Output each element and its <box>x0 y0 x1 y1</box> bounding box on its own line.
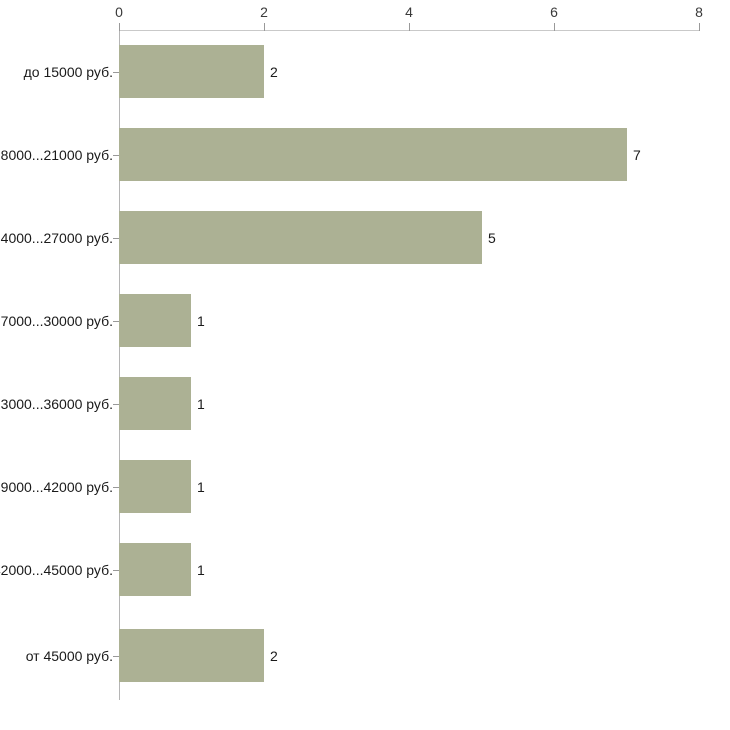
bar-value-5: 1 <box>191 479 205 495</box>
bar-row-2: 24000...27000 руб. 5 <box>119 196 700 279</box>
bar-row-7: от 45000 руб. 2 <box>119 611 700 700</box>
bar-2[interactable] <box>119 211 482 264</box>
x-tick-label-3: 6 <box>550 4 558 20</box>
category-label-4: 33000...36000 руб. <box>0 396 119 412</box>
bar-row-3: 27000...30000 руб. 1 <box>119 279 700 362</box>
x-tick-label-2: 4 <box>405 4 413 20</box>
bar-7[interactable] <box>119 629 264 682</box>
category-label-5: 39000...42000 руб. <box>0 479 119 495</box>
bar-value-0: 2 <box>264 64 278 80</box>
bar-4[interactable] <box>119 377 191 430</box>
category-label-7: от 45000 руб. <box>26 648 119 664</box>
category-label-1: 18000...21000 руб. <box>0 147 119 163</box>
bar-row-1: 18000...21000 руб. 7 <box>119 113 700 196</box>
x-tick-label-0: 0 <box>115 4 123 20</box>
bar-row-6: 42000...45000 руб. 1 <box>119 528 700 611</box>
bar-value-7: 2 <box>264 648 278 664</box>
bar-value-2: 5 <box>482 230 496 246</box>
bar-0[interactable] <box>119 45 264 98</box>
plot-area: 0 2 4 6 8 до 15000 руб. 2 18000...21000 … <box>119 30 700 700</box>
category-label-6: 42000...45000 руб. <box>0 562 119 578</box>
bar-5[interactable] <box>119 460 191 513</box>
category-label-0: до 15000 руб. <box>24 64 119 80</box>
bar-row-0: до 15000 руб. 2 <box>119 30 700 113</box>
bar-6[interactable] <box>119 543 191 596</box>
bar-row-5: 39000...42000 руб. 1 <box>119 445 700 528</box>
bar-3[interactable] <box>119 294 191 347</box>
bar-value-3: 1 <box>191 313 205 329</box>
bar-row-4: 33000...36000 руб. 1 <box>119 362 700 445</box>
bar-1[interactable] <box>119 128 627 181</box>
category-label-3: 27000...30000 руб. <box>0 313 119 329</box>
bar-chart-container: 0 2 4 6 8 до 15000 руб. 2 18000...21000 … <box>0 0 730 730</box>
category-label-2: 24000...27000 руб. <box>0 230 119 246</box>
x-tick-label-1: 2 <box>260 4 268 20</box>
bar-value-4: 1 <box>191 396 205 412</box>
bar-value-1: 7 <box>627 147 641 163</box>
x-tick-label-4: 8 <box>695 4 703 20</box>
bar-value-6: 1 <box>191 562 205 578</box>
